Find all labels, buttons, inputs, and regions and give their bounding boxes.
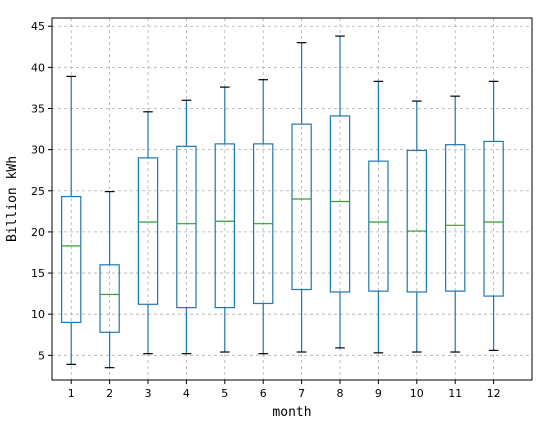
- y-tick-label: 45: [31, 20, 45, 33]
- iqr-box: [99, 264, 120, 333]
- y-tick-label: 15: [31, 267, 45, 280]
- x-tick-label: 7: [298, 387, 305, 400]
- box-month-10: [406, 100, 428, 353]
- box-month-4: [176, 99, 197, 355]
- box-month-11: [445, 95, 466, 353]
- iqr-box: [214, 143, 235, 309]
- iqr-box: [483, 140, 504, 297]
- x-tick-label: 5: [221, 387, 228, 400]
- y-tick-label: 35: [31, 103, 45, 116]
- iqr-box: [445, 144, 466, 292]
- box-month-12: [483, 80, 504, 351]
- x-tick-label: 11: [448, 387, 462, 400]
- y-tick-label: 10: [31, 308, 45, 321]
- plot-frame: [51, 17, 533, 381]
- box-month-6: [253, 79, 274, 355]
- x-tick-label: 6: [260, 387, 267, 400]
- x-axis-title: month: [272, 405, 311, 420]
- x-tick-label: 2: [106, 387, 113, 400]
- box-month-8: [329, 35, 351, 349]
- x-tick-label: 8: [337, 387, 344, 400]
- box-month-2: [99, 190, 120, 369]
- iqr-box: [176, 145, 197, 309]
- y-axis-title: Billion kWh: [5, 156, 20, 242]
- box-layer: [60, 35, 504, 369]
- iqr-box: [406, 149, 428, 293]
- y-tick-label: 40: [31, 61, 45, 74]
- y-tick-label: 5: [38, 349, 45, 362]
- iqr-box: [291, 123, 312, 291]
- iqr-box: [137, 157, 159, 305]
- x-tick-label: 3: [145, 387, 152, 400]
- iqr-box: [329, 115, 351, 293]
- x-tick-label: 9: [375, 387, 382, 400]
- x-tick-label: 1: [68, 387, 75, 400]
- iqr-box: [60, 195, 82, 324]
- y-tick-label: 20: [31, 226, 45, 239]
- x-tick-label: 10: [410, 387, 424, 400]
- box-month-5: [214, 86, 235, 353]
- y-tick-label: 30: [31, 144, 45, 157]
- box-month-1: [60, 75, 82, 365]
- box-month-9: [368, 80, 389, 354]
- iqr-box: [368, 160, 389, 292]
- x-tick-label: 12: [487, 387, 501, 400]
- box-month-7: [291, 42, 312, 353]
- box-month-3: [137, 111, 159, 355]
- y-tick-label: 25: [31, 185, 45, 198]
- x-tick-label: 4: [183, 387, 190, 400]
